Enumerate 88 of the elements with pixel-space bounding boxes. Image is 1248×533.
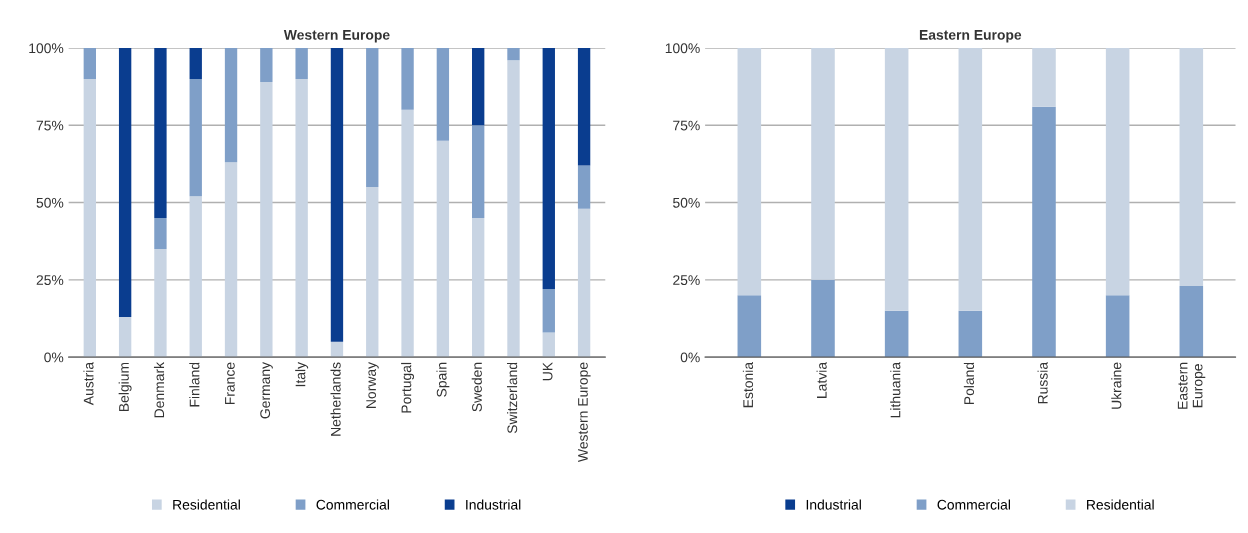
x-tick-label: Switzerland (507, 362, 518, 434)
bar (737, 295, 762, 358)
bar (83, 47, 96, 79)
bar (330, 47, 344, 342)
y-tick-label: 100% (29, 43, 64, 54)
x-tick-label: Spain (436, 362, 450, 397)
x-tick-label: Finland (189, 362, 200, 407)
bar (507, 60, 520, 358)
x-tick-label: Western Europe (578, 362, 591, 463)
y-tick-label: 0% (44, 352, 64, 363)
bar (542, 47, 555, 290)
bar (1032, 47, 1056, 107)
x-tick-label: Russia (1037, 361, 1048, 404)
bar (737, 47, 762, 296)
chart-title: Western Europe (283, 30, 390, 43)
x-tick-label: Belgium (118, 362, 132, 412)
bar (811, 47, 835, 280)
x-tick-label: Italy (295, 362, 309, 387)
bar (224, 47, 238, 163)
bar (154, 218, 167, 249)
legend-label: Industrial (466, 499, 521, 510)
bar (154, 248, 167, 358)
y-tick-label: 50% (36, 197, 64, 208)
x-tick-label: Denmark (153, 361, 165, 418)
bar (436, 47, 450, 141)
bar (1105, 47, 1130, 296)
bar (366, 187, 379, 358)
x-tick-label: Netherlands (330, 362, 341, 436)
bar (189, 196, 202, 358)
bar (958, 310, 983, 358)
legend-label: Commercial (316, 499, 389, 510)
legend-label: Residential (173, 499, 240, 510)
bar (577, 208, 591, 358)
bar (1179, 286, 1204, 358)
x-tick-label: Austria (83, 361, 94, 406)
x-tick-label: Eastern Europe (1177, 362, 1206, 409)
bar (507, 47, 520, 61)
bar (577, 47, 591, 166)
legend-label: Commercial (937, 499, 1010, 510)
bar (83, 78, 96, 358)
bar (577, 165, 591, 209)
bar (366, 47, 379, 188)
bar (154, 47, 167, 218)
bar (811, 279, 835, 358)
chart-title: Eastern Europe (919, 30, 1022, 43)
y-tick-label: 75% (36, 120, 64, 131)
bar (189, 78, 202, 197)
y-tick-label: 100% (665, 43, 700, 54)
bar (472, 125, 485, 218)
bar (884, 310, 909, 358)
x-tick-label: Sweden (471, 362, 482, 412)
bar (224, 162, 238, 358)
bar (260, 81, 273, 358)
bar (472, 218, 485, 358)
bar (542, 332, 555, 358)
bar (1105, 295, 1130, 358)
bar (118, 316, 132, 358)
y-tick-label: 50% (673, 197, 700, 208)
x-tick-label: Portugal (401, 362, 415, 413)
bar (118, 47, 132, 317)
bar (436, 140, 450, 358)
legend-label: Industrial (806, 499, 861, 510)
x-tick-label: France (225, 362, 235, 405)
y-tick-label: 25% (673, 275, 700, 285)
bar (401, 109, 414, 358)
y-tick-label: 75% (673, 120, 700, 131)
bar (260, 47, 273, 82)
bar (295, 78, 308, 358)
x-tick-label: Germany (260, 361, 273, 419)
bar (1032, 106, 1056, 358)
x-tick-label: Lithuania (890, 361, 901, 418)
y-tick-label: 25% (36, 275, 64, 285)
x-tick-label: Norway (366, 362, 379, 408)
bar (1179, 47, 1204, 287)
bar (295, 47, 308, 79)
x-tick-label: Ukraine (1111, 362, 1122, 409)
x-tick-label: Latvia (816, 361, 827, 398)
bar (958, 47, 983, 311)
bar (884, 47, 909, 311)
bar (401, 47, 414, 110)
bar (542, 289, 555, 333)
bar (472, 47, 485, 126)
x-tick-label: Poland (963, 362, 975, 405)
x-tick-label: Estonia (742, 361, 754, 408)
bar (189, 47, 202, 79)
x-tick-label: UK (542, 362, 553, 381)
y-tick-label: 0% (680, 352, 700, 363)
legend-label: Residential (1087, 499, 1154, 510)
